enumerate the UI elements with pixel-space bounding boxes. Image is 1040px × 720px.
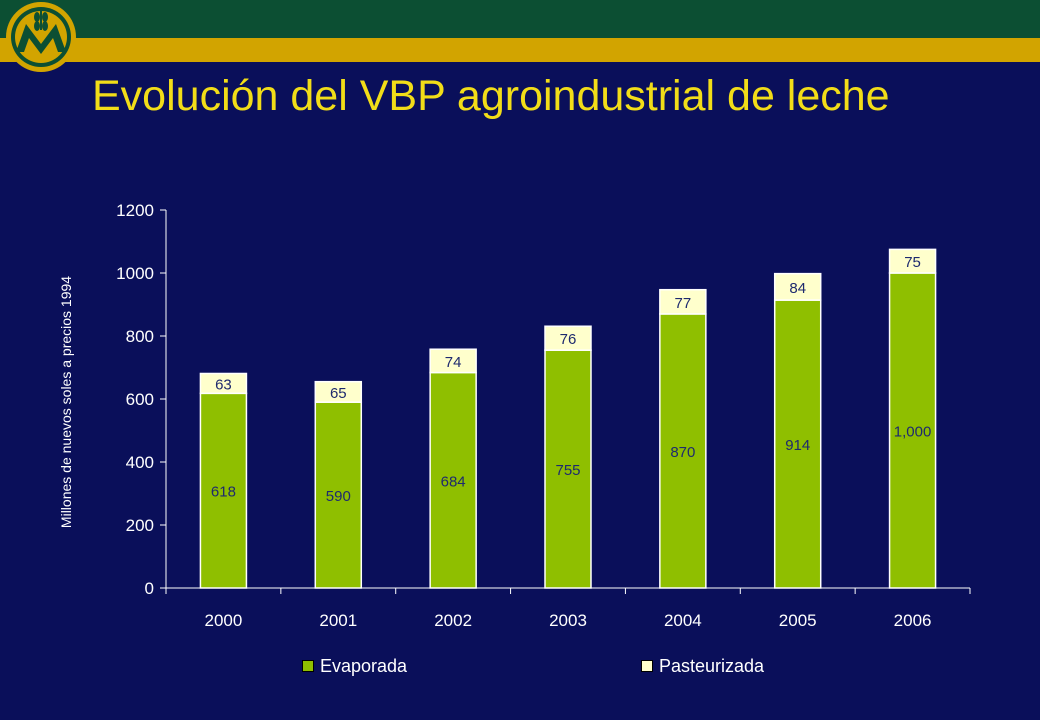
bar-evaporada-2003 [544,349,592,589]
legend-label-evaporada: Evaporada [320,655,408,676]
legend-label-pasteurizada: Pasteurizada [659,655,765,676]
data-label-pasteurizada-2002: 74 [445,354,462,371]
x-tick-label-2006: 2006 [894,611,932,630]
gold-band [0,38,1040,62]
y-tick-label: 400 [126,453,154,472]
bar-evaporada-2006 [888,272,937,589]
legend-item-evaporada: Evaporada [302,654,407,678]
data-label-pasteurizada-2003: 76 [560,331,577,348]
top-band [0,0,1040,38]
x-tick-label-2004: 2004 [664,611,702,630]
bar-pasteurizada-2004 [659,288,707,315]
y-tick-label: 1200 [116,201,154,220]
x-tick-label-2003: 2003 [549,611,587,630]
data-label-evaporada-2000: 618 [211,484,236,501]
bar-pasteurizada-2005 [773,272,822,301]
data-label-pasteurizada-2005: 84 [789,280,806,297]
bar-evaporada-2002 [429,371,477,589]
data-label-pasteurizada-2004: 77 [675,295,692,312]
bar-pasteurizada-2006 [888,248,937,274]
bar-pasteurizada-2000 [199,372,248,395]
data-label-evaporada-2001: 590 [326,488,351,505]
bar-evaporada-2000 [199,392,248,589]
legend-swatch-pasteurizada [641,660,653,672]
data-label-pasteurizada-2000: 63 [215,376,232,393]
bar-pasteurizada-2002 [429,348,477,374]
data-label-evaporada-2004: 870 [670,444,695,461]
data-label-pasteurizada-2001: 65 [330,385,347,402]
data-label-pasteurizada-2006: 75 [904,254,921,271]
x-tick-label-2001: 2001 [319,611,357,630]
legend-item-pasteurizada: Pasteurizada [641,654,764,678]
y-tick-label: 0 [145,579,154,598]
bar-evaporada-2005 [773,299,822,589]
data-label-evaporada-2002: 684 [441,473,466,490]
data-label-evaporada-2005: 914 [785,437,810,454]
y-tick-label: 800 [126,327,154,346]
x-tick-label-2002: 2002 [434,611,472,630]
data-label-evaporada-2003: 755 [555,462,580,479]
y-tick-label: 600 [126,390,154,409]
slide-title: Evolución del VBP agroindustrial de lech… [92,72,890,120]
x-tick-label-2000: 2000 [205,611,243,630]
y-tick-label: 200 [126,516,154,535]
bar-pasteurizada-2001 [314,380,363,403]
y-tick-label: 1000 [116,264,154,283]
x-tick-label-2005: 2005 [779,611,817,630]
wheat-emblem-logo-icon [6,2,76,72]
data-label-evaporada-2006: 1,000 [894,424,932,441]
legend-swatch-evaporada [302,660,314,672]
bar-pasteurizada-2003 [544,325,592,351]
